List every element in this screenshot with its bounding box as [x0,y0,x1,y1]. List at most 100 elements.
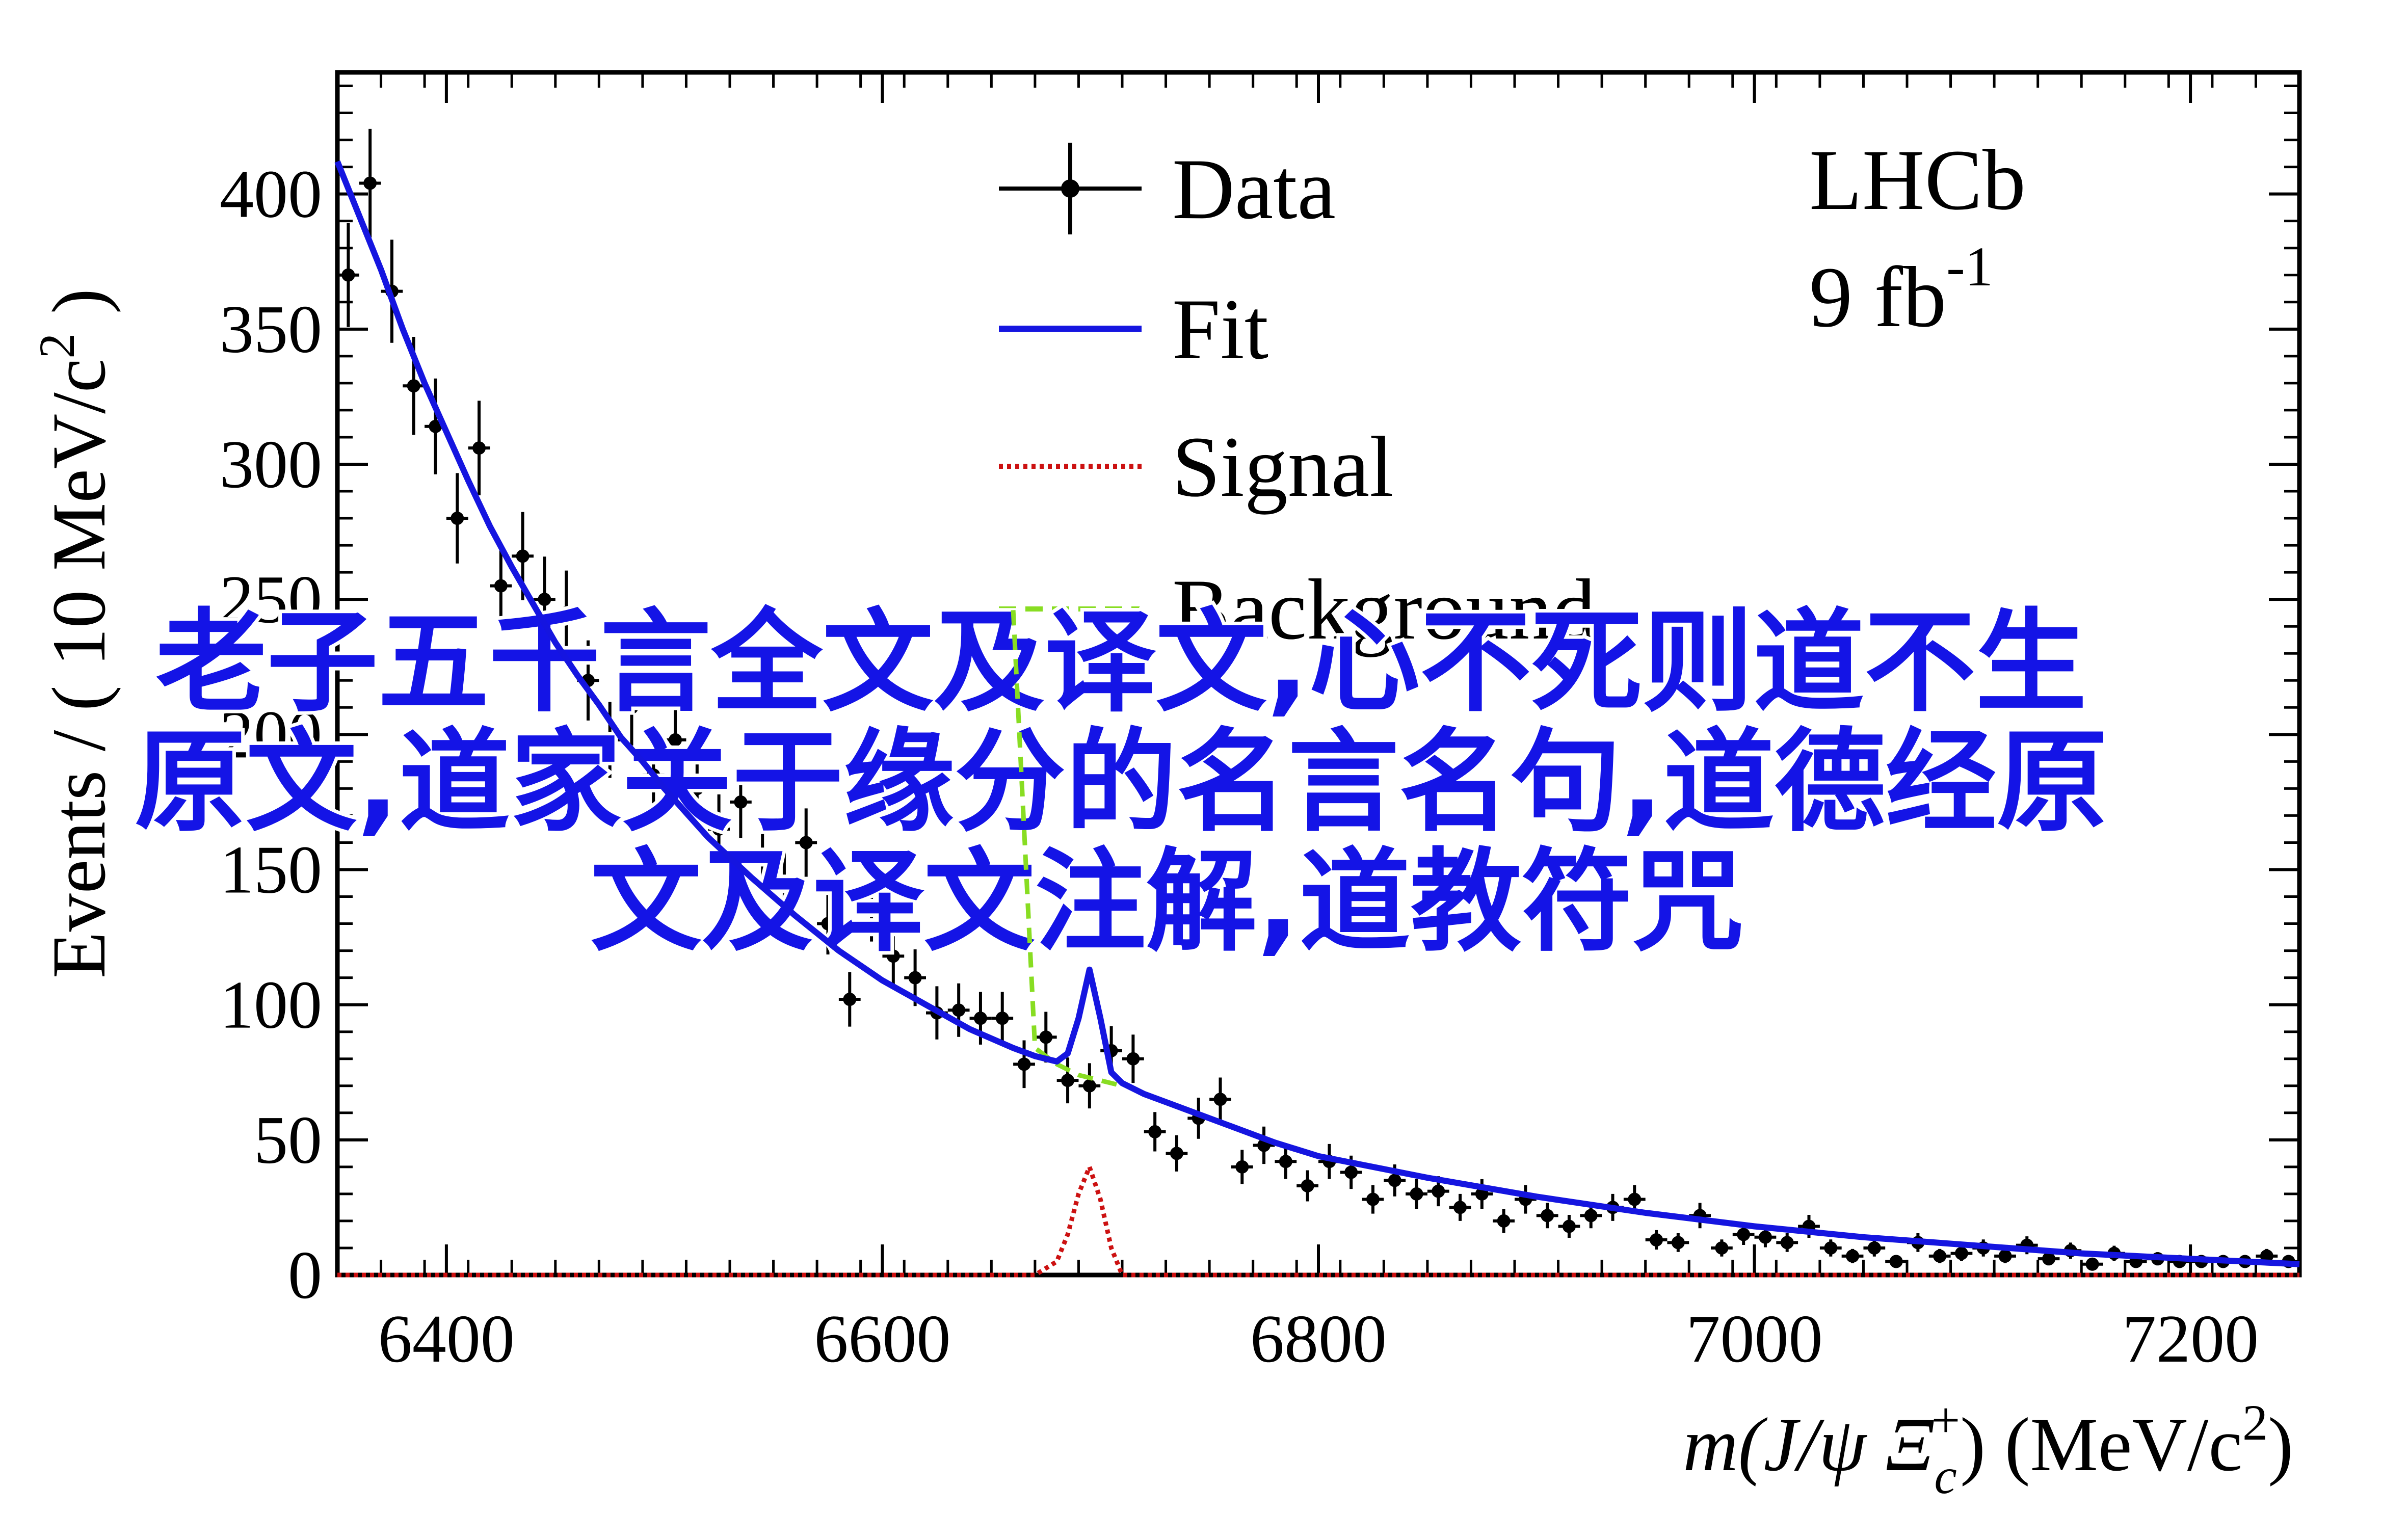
data-point [991,992,1014,1045]
data-point-marker [516,549,530,563]
overlay-text-line-1: 老子五千言全文及译文,心不死则道不生 [156,598,2087,727]
data-point [1994,1249,2016,1263]
curves [334,160,2300,1278]
data-point [1296,1170,1318,1202]
tick-labels: 6400 6600 6800 7000 7200 0 50 100 150 200 250 300 35… [220,156,2259,1376]
data-point-marker [799,836,813,849]
x-tick-label: 6800 [1250,1301,1387,1376]
data-point-marker [1562,1219,1576,1233]
y-tick-label: 150 [220,832,322,907]
data-point [1689,1203,1711,1229]
data-point [1275,1144,1297,1179]
x-tick-label: 6400 [378,1301,515,1376]
data-point-marker [1344,1165,1358,1179]
data-point-marker [1933,1249,1947,1263]
data-point [1253,1126,1275,1164]
data-point [1645,1230,1668,1250]
data-point-marker [1497,1214,1511,1228]
data-point [1427,1176,1449,1207]
experiment-label: LHCb [1809,132,2026,228]
data-point-marker [1061,1074,1075,1087]
data-point [947,983,970,1037]
data-point-marker [1432,1184,1445,1198]
data-point [359,128,381,238]
data-point [1406,1179,1427,1209]
data-point-marker [1453,1201,1467,1214]
data-point-marker [1301,1179,1314,1192]
data-point [1667,1233,1689,1252]
data-point [1362,1185,1384,1214]
x-axis-label: m(J/ψ Ξc+) (MeV/c2) [1683,1392,2293,1504]
data-point-marker [429,419,442,433]
data-point-marker [1780,1236,1794,1250]
luminosity-exponent: -1 [1946,235,1993,298]
data-point [1732,1224,1755,1245]
data-point [664,702,686,778]
data-point-marker [1737,1228,1751,1241]
axis-ticks [336,72,2301,1277]
data-point [1209,1077,1231,1122]
data-point [446,473,468,564]
data-point-marker [1671,1236,1685,1250]
data-point [1536,1203,1558,1229]
data-point-marker [1148,1125,1162,1138]
data-point [838,972,861,1027]
data-point-marker [1998,1249,2012,1263]
y-tick-label: 100 [220,967,322,1043]
data-point [1493,1209,1515,1233]
data-point [1078,1063,1101,1109]
data-point-marker [472,441,486,455]
data-point [686,752,708,825]
signal-curve [337,1160,2299,1278]
data-point-marker [1126,1052,1140,1066]
data-point-marker [1279,1155,1292,1168]
data-point [795,808,817,877]
background-curve [1011,610,1123,1088]
data-point-marker [341,268,355,282]
data-point-marker [1758,1230,1772,1244]
x-axis-label-sub: c [1934,1448,1956,1504]
data-point-marker [1584,1209,1598,1223]
data-point [1449,1193,1471,1221]
data-point-marker [1846,1249,1860,1263]
legend: Data Fit Signal Background [999,141,1596,657]
data-point-marker [690,782,704,795]
data-point-marker [603,733,617,747]
x-tick-label: 7200 [2122,1301,2259,1376]
data-point-marker [560,606,573,620]
data-point-marker [843,993,857,1006]
data-point-marker [821,917,835,931]
data-point-marker [865,904,879,917]
y-tick-label: 0 [288,1237,322,1313]
data-point [1776,1233,1798,1252]
y-tick-label: 50 [254,1102,322,1178]
data-point [1144,1112,1166,1152]
legend-fit-label: Fit [1172,281,1268,377]
data-point [337,223,359,327]
data-point [468,401,490,495]
data-point [490,542,512,629]
y-tick-label: 200 [220,697,322,772]
x-tick-label: 7000 [1686,1301,1823,1376]
data-point [1166,1135,1188,1172]
data-point [2037,1252,2060,1266]
data-point-marker [1715,1241,1729,1255]
data-point [1515,1185,1537,1214]
data-point-marker [1628,1192,1642,1206]
data-point-marker [886,949,900,963]
data-point-marker [1170,1147,1183,1160]
data-point-marker [756,849,770,863]
data-point [860,879,883,942]
data-point-marker [1824,1241,1838,1255]
y-tick-label: 300 [220,427,322,502]
data-point-marker [973,1012,987,1025]
data-point [1863,1239,1886,1257]
data-point-marker [363,176,377,190]
data-point [1950,1245,1973,1261]
x-tick-label: 6600 [814,1301,950,1376]
data-point-marker [1954,1246,1968,1260]
data-point-marker [1082,1079,1096,1093]
data-point [1928,1249,1951,1263]
data-point-marker [1867,1241,1881,1255]
